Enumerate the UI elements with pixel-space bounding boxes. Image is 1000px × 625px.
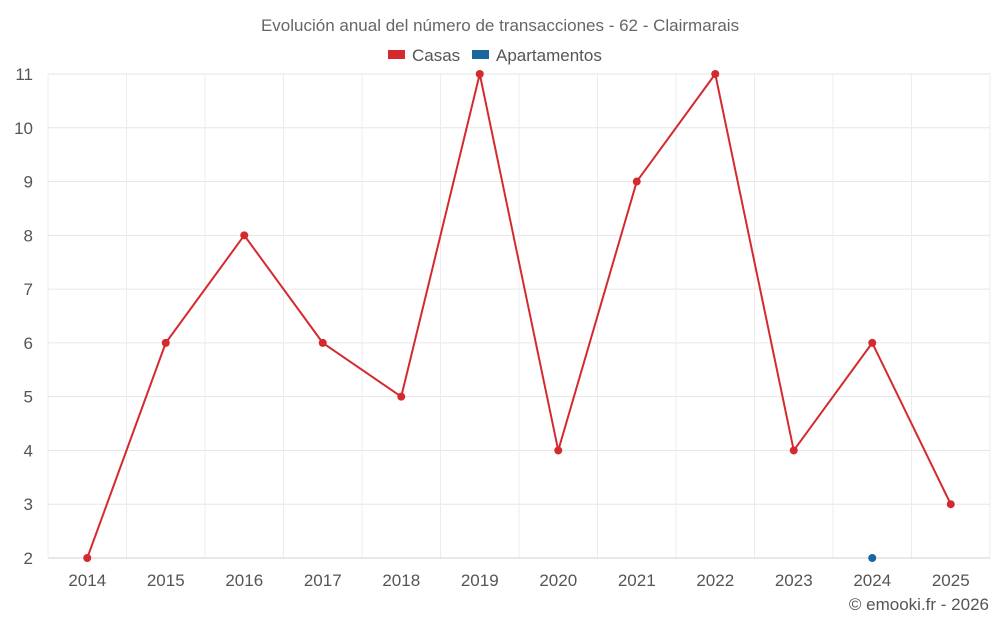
y-tick-label: 9 (24, 173, 33, 192)
data-point-casas[interactable] (632, 177, 641, 186)
legend-swatch-casas (388, 50, 405, 59)
data-point-apartamentos[interactable] (868, 554, 877, 562)
x-tick-label: 2020 (539, 571, 577, 590)
data-point-casas[interactable] (789, 446, 798, 455)
data-point-casas[interactable] (475, 70, 484, 78)
x-tick-label: 2015 (147, 571, 185, 590)
data-point-casas[interactable] (240, 231, 249, 240)
y-tick-label: 8 (24, 226, 33, 245)
data-point-casas[interactable] (318, 338, 327, 347)
grid (47, 73, 991, 558)
series-layer (83, 70, 955, 562)
x-tick-label: 2018 (382, 571, 420, 590)
y-tick-label: 2 (24, 549, 33, 568)
x-tick-label: 2016 (225, 571, 263, 590)
y-tick-label: 7 (24, 280, 33, 299)
y-tick-label: 3 (24, 495, 33, 514)
legend-item-apartamentos[interactable]: Apartamentos (472, 46, 602, 65)
legend: Casas Apartamentos (388, 46, 602, 65)
series-casas (83, 70, 955, 562)
axes: 2 3 4 5 6 7 8 9 10 11 2014 2015 2016 2017 2018 2019 2020… (14, 65, 990, 590)
data-point-casas[interactable] (946, 500, 955, 509)
x-tick-label: 2021 (618, 571, 656, 590)
y-tick-label: 11 (15, 65, 33, 84)
data-point-casas[interactable] (554, 446, 563, 455)
x-tick-label: 2023 (775, 571, 813, 590)
data-point-casas[interactable] (83, 554, 92, 562)
x-tick-label: 2014 (68, 571, 106, 590)
data-point-casas[interactable] (868, 338, 877, 347)
data-point-casas[interactable] (161, 338, 170, 347)
legend-label-casas: Casas (412, 46, 460, 65)
legend-swatch-apartamentos (472, 50, 489, 59)
y-tick-label: 5 (24, 388, 33, 407)
y-tick-label: 10 (14, 119, 33, 138)
series-apartamentos (868, 554, 877, 562)
y-tick-label: 4 (24, 441, 33, 460)
x-tick-label: 2025 (932, 571, 970, 590)
data-point-casas[interactable] (711, 70, 720, 78)
x-tick-label: 2019 (461, 571, 499, 590)
chart-title: Evolución anual del número de transaccio… (261, 16, 739, 35)
series-line-casas (86, 73, 952, 559)
x-tick-label: 2017 (304, 571, 342, 590)
credit-text: © emooki.fr - 2026 (849, 595, 989, 614)
data-point-casas[interactable] (397, 392, 406, 401)
legend-label-apartamentos: Apartamentos (496, 46, 602, 65)
y-tick-label: 6 (24, 334, 33, 353)
x-tick-label: 2022 (696, 571, 734, 590)
x-tick-label: 2024 (853, 571, 891, 590)
legend-item-casas[interactable]: Casas (388, 46, 460, 65)
